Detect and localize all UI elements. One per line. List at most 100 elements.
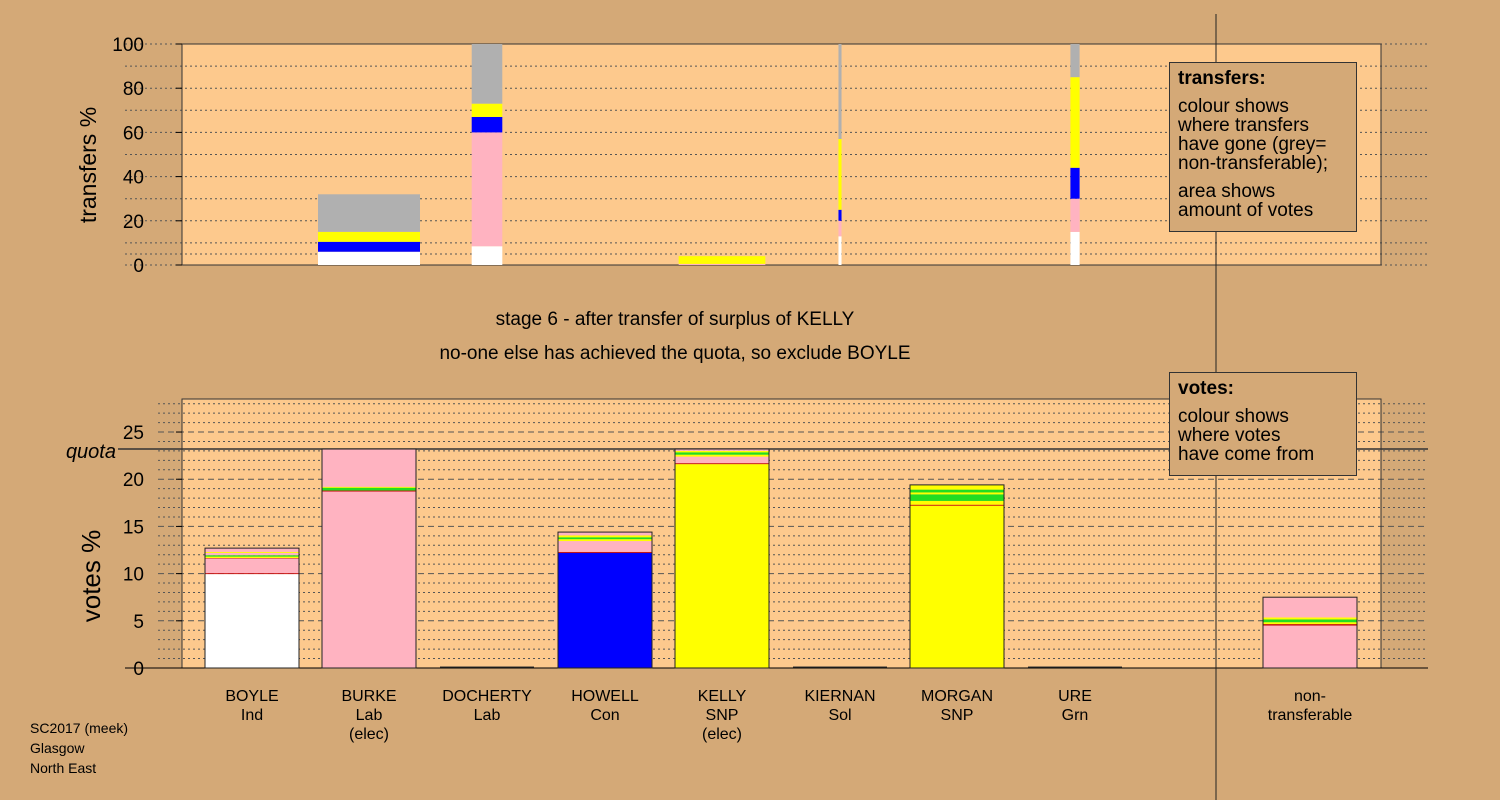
votes-tick-label: 15 (123, 517, 144, 538)
vote-segment (558, 537, 652, 540)
vote-segment (205, 548, 299, 552)
transfer-segment (318, 231, 420, 242)
vote-segment (205, 574, 299, 668)
vote-segment (205, 573, 299, 575)
transfer-segment (838, 44, 842, 140)
transfer-segment (838, 236, 842, 265)
vote-bar-outline (557, 531, 653, 669)
votes-tick-label: 10 (123, 565, 144, 586)
vote-segment (322, 490, 416, 492)
vote-segment (205, 555, 299, 557)
vote-segment (1263, 619, 1357, 623)
votes-legend: votes: colour shows where votes have com… (1169, 372, 1357, 476)
vote-segment (558, 532, 652, 536)
transfers-legend-title: transfers: (1178, 68, 1266, 89)
candidate-label: BURKE (341, 688, 396, 705)
vote-segment (675, 450, 769, 453)
candidate-label: SNP (706, 707, 739, 724)
candidate-label: DOCHERTY (442, 688, 532, 705)
vote-segment (1263, 617, 1357, 620)
transfer-segment (471, 103, 503, 117)
transfers-axis-label: transfers % (75, 107, 101, 223)
votes-tick-label: 20 (123, 470, 144, 491)
vote-segment (675, 463, 769, 465)
vote-segment (558, 539, 652, 542)
quota-label: quota (66, 441, 116, 463)
vote-segment (205, 558, 299, 574)
candidate-label: Sol (828, 707, 851, 724)
stage-description: stage 6 - after transfer of surplus of K… (495, 309, 855, 330)
footer-ward: North East (30, 760, 97, 776)
candidate-label: BOYLE (225, 688, 278, 705)
candidate-label: transferable (1268, 707, 1353, 724)
vote-segment (675, 464, 769, 668)
transfers-legend-line: colour shows (1178, 96, 1289, 117)
vote-segment (910, 492, 1004, 495)
vote-segment (910, 484, 1004, 490)
candidate-label: MORGAN (921, 688, 993, 705)
footer-election: SC2017 (meek) (30, 720, 129, 736)
vote-bar-outline (1262, 596, 1358, 669)
vote-segment (1263, 625, 1357, 668)
transfer-segment (318, 241, 420, 252)
footer-council: Glasgow (30, 740, 85, 756)
vote-segment (205, 556, 299, 559)
vote-segment (322, 491, 416, 668)
candidate-label: non- (1294, 688, 1326, 705)
votes-legend-line: have come from (1178, 444, 1315, 465)
vote-segment (675, 454, 769, 457)
vote-segment (1263, 597, 1357, 618)
vote-bar-outline (674, 448, 770, 669)
votes-legend-line: colour shows (1178, 406, 1289, 427)
vote-segment (910, 505, 1004, 668)
vote-bar-outline (321, 448, 417, 669)
vote-segment (675, 449, 769, 451)
transfer-segment (838, 209, 842, 221)
vote-segment (558, 535, 652, 538)
votes-legend-line: where votes (1178, 425, 1281, 446)
transfer-segment (1070, 231, 1080, 265)
transfer-segment (471, 132, 503, 247)
candidate-label: Lab (356, 707, 383, 724)
vote-bar-outline (909, 484, 1005, 669)
candidate-label: URE (1058, 688, 1092, 705)
candidate-label: (elec) (349, 726, 389, 743)
candidate-label: SNP (941, 707, 974, 724)
vote-segment (910, 494, 1004, 501)
transfer-segment (318, 194, 420, 232)
transfer-segment (1070, 77, 1080, 168)
transfer-segment (471, 116, 503, 133)
vote-segment (1263, 624, 1357, 626)
transfer-segment (1070, 167, 1080, 199)
vote-segment (675, 456, 769, 464)
transfers-tick-label: 80 (123, 79, 144, 100)
transfer-segment (678, 263, 766, 265)
transfer-segment (318, 251, 420, 265)
vote-segment (322, 486, 416, 488)
transfers-tick-label: 40 (123, 168, 144, 189)
transfers-legend-line: area shows (1178, 181, 1276, 202)
transfer-segment (1070, 198, 1080, 232)
transfer-segment (838, 139, 842, 210)
candidate-label: Ind (241, 707, 263, 724)
transfer-segment (838, 220, 842, 237)
votes-tick-label: 25 (123, 423, 144, 444)
vote-segment (558, 541, 652, 552)
transfers-legend-line: amount of votes (1178, 200, 1314, 221)
vote-segment (205, 551, 299, 553)
vote-segment (558, 551, 652, 553)
election-footer: SC2017 (meek) Glasgow North East (30, 718, 128, 778)
transfers-plot-border (181, 43, 1382, 266)
transfers-legend: transfers: colour shows where transfers … (1169, 62, 1357, 232)
transfer-segment (471, 44, 503, 104)
votes-axis-label: votes % (76, 530, 106, 623)
transfers-legend-line: non-transferable); (1178, 153, 1328, 174)
vote-segment (1263, 622, 1357, 625)
candidate-label: (elec) (702, 726, 742, 743)
transfers-tick-label: 100 (112, 35, 144, 56)
vote-segment (910, 489, 1004, 493)
transfers-legend-line: where transfers (1178, 115, 1309, 136)
transfers-tick-label: 20 (123, 212, 144, 233)
transfers-tick-label: 0 (133, 256, 144, 277)
transfer-segment (471, 246, 503, 265)
